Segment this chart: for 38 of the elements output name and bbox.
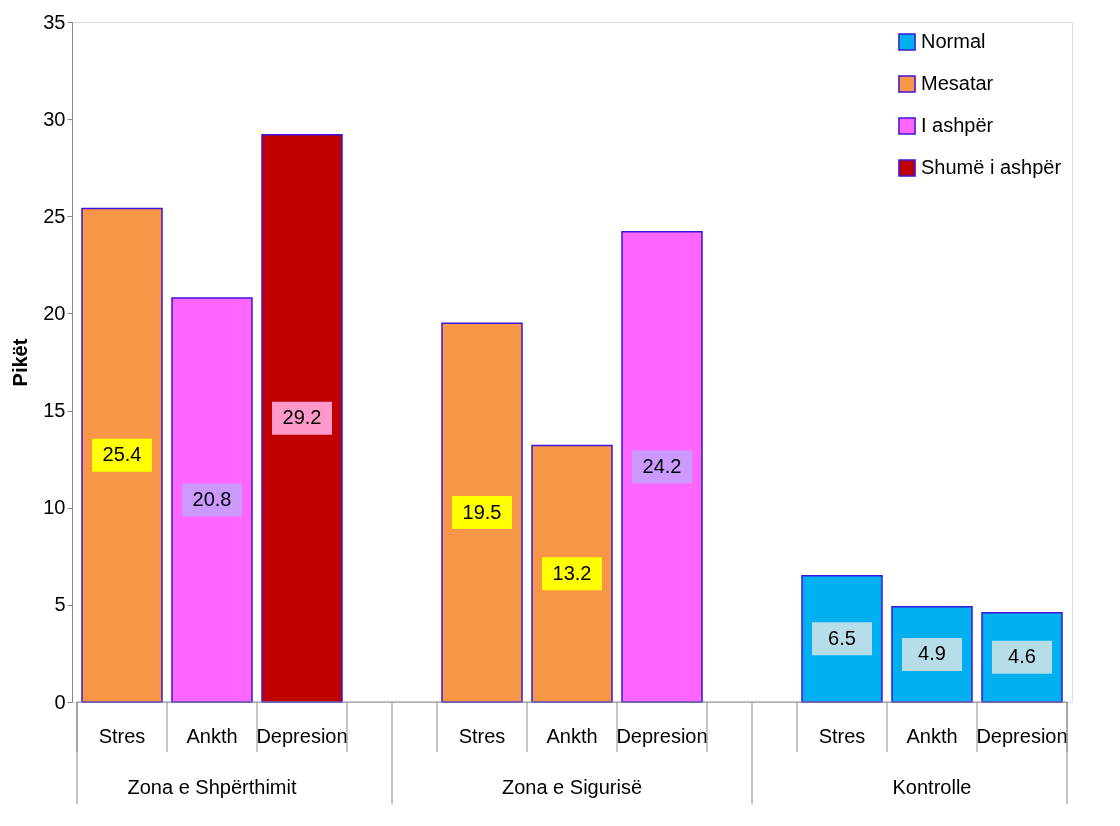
x-tick-label: Stres — [818, 725, 866, 747]
x-tick-label: Depresion — [976, 725, 1068, 747]
data-label: 13.2 — [552, 561, 592, 584]
y-tick-label: 5 — [54, 593, 66, 616]
data-label: 4.9 — [918, 642, 946, 665]
text: Kontrolle — [892, 776, 972, 798]
x-tick-label: Ankth — [906, 725, 958, 747]
bar — [621, 231, 703, 703]
y-axis-title: Pikët — [9, 338, 32, 387]
data-label: 20.8 — [192, 487, 232, 510]
data-label: 29.2 — [282, 406, 322, 429]
x-tick-label: Depresion — [256, 725, 348, 747]
text: Zona e Shpërthimit — [127, 776, 297, 798]
x-tick-label: Depresion — [616, 725, 708, 747]
x-tick-label: Stres — [98, 725, 146, 747]
y-tick-label: 15 — [43, 399, 66, 422]
y-tick-label: 35 — [43, 10, 66, 33]
bar — [171, 297, 253, 703]
data-label: 19.5 — [462, 500, 502, 523]
bar — [261, 133, 343, 703]
x-tick-label: Stres — [458, 725, 506, 747]
text: Zona e Sigurisë — [501, 776, 643, 798]
y-tick-label: 30 — [43, 107, 66, 130]
data-label: 4.6 — [1008, 645, 1036, 668]
data-label: 6.5 — [828, 626, 856, 649]
y-tick-label: 10 — [43, 496, 66, 519]
legend-label: I ashpër — [921, 114, 994, 136]
legend-label: Shumë i ashpër — [921, 156, 1062, 178]
legend-label: Normal — [921, 30, 986, 52]
data-label: 25.4 — [102, 443, 142, 466]
y-tick-label: 20 — [43, 301, 66, 324]
y-tick-label: 0 — [54, 690, 66, 713]
x-tick-label: Ankth — [546, 725, 598, 747]
legend-label: Mesatar — [921, 72, 994, 94]
y-tick-label: 25 — [43, 204, 66, 227]
data-label: 24.2 — [642, 454, 682, 477]
x-tick-label: Ankth — [186, 725, 238, 747]
bar — [81, 207, 163, 703]
